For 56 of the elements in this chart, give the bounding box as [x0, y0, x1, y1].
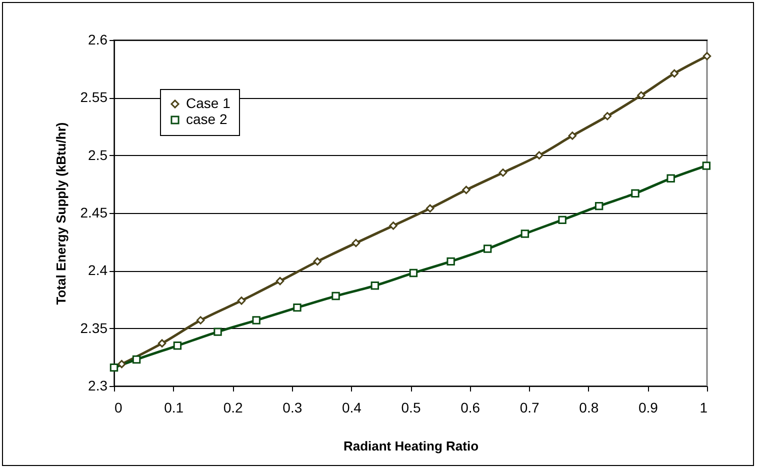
point [446, 257, 455, 266]
point [594, 202, 604, 210]
point [702, 162, 711, 170]
point [389, 222, 398, 230]
point [558, 216, 566, 224]
y-tick-label: 2.5 [88, 146, 108, 163]
x-tick-label: 0.3 [282, 400, 302, 416]
x-tick-label: 0.4 [342, 400, 362, 416]
point [158, 339, 166, 348]
y-tick-label: 2.3 [88, 378, 108, 394]
point [483, 244, 492, 253]
point [666, 174, 675, 183]
x-tick-label: 0.1 [164, 400, 184, 416]
point [409, 268, 418, 278]
point [252, 316, 260, 324]
x-axis-title: Radiant Heating Ratio [343, 438, 479, 454]
x-tick-label: 0.5 [401, 400, 421, 416]
point [370, 282, 380, 290]
y-tick-label: 2.45 [80, 204, 108, 220]
point [352, 238, 360, 248]
y-tick-label: 2.4 [88, 262, 108, 278]
point [313, 257, 322, 266]
point [568, 132, 576, 140]
point [110, 363, 118, 372]
x-tick-label: 0.9 [638, 400, 658, 416]
legend-label: case 2 [186, 111, 228, 127]
point [132, 355, 141, 364]
x-tick-label: 1 [700, 400, 708, 416]
point [603, 112, 612, 120]
point [237, 296, 246, 305]
point [498, 168, 508, 177]
y-tick-label: 2.55 [80, 89, 108, 106]
x-tick-label: 0.2 [223, 400, 244, 416]
y-axis-title: Total Energy Supply (kBtu/hr) [53, 122, 68, 305]
point [332, 292, 340, 300]
legend-label: Case 1 [186, 95, 231, 111]
x-tick-label: 0.8 [579, 400, 599, 416]
x-tick-label: 0.7 [520, 400, 540, 416]
point [631, 189, 640, 198]
point [637, 91, 646, 100]
point [214, 328, 222, 336]
point [520, 230, 530, 238]
point [426, 204, 434, 212]
point [118, 360, 126, 368]
point [276, 276, 284, 286]
point [196, 316, 205, 324]
y-tick-label: 2.6 [88, 32, 108, 48]
point [702, 52, 712, 60]
x-tick-label: 0.6 [460, 400, 480, 416]
point [462, 186, 470, 194]
point [670, 69, 678, 78]
y-tick-label: 2.35 [80, 320, 108, 336]
x-tick-label: 0 [114, 400, 122, 416]
point [535, 151, 544, 160]
point [293, 303, 302, 312]
point [173, 342, 182, 350]
